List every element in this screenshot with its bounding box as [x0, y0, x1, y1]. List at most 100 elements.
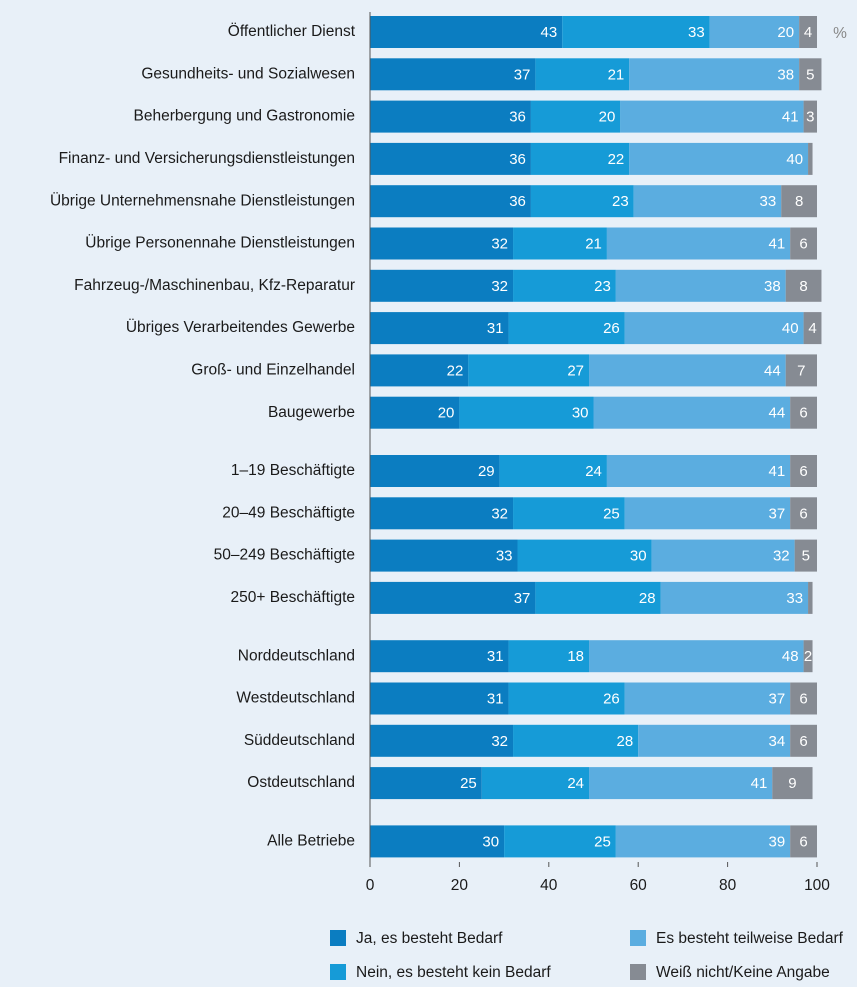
category-label: Gesundheits- und Sozialwesen — [141, 65, 355, 82]
bar-segment — [790, 825, 817, 858]
value-label: 41 — [751, 775, 768, 792]
x-tick-label: 60 — [630, 877, 648, 894]
value-label: 32 — [491, 733, 508, 750]
category-label: 1–19 Beschäftigte — [231, 462, 355, 479]
bar-segment — [513, 724, 639, 757]
bar-segment — [370, 581, 536, 614]
bar-segment — [370, 16, 563, 48]
bar-segment — [808, 581, 813, 614]
bar-segment — [794, 539, 817, 572]
value-label: 37 — [514, 590, 531, 607]
bar-segment — [651, 539, 795, 572]
value-label: 44 — [768, 405, 785, 422]
value-label: 31 — [487, 690, 504, 707]
legend-label: Es besteht teilweise Bedarf — [656, 930, 844, 947]
bar-segment — [370, 227, 514, 260]
bar-segment — [370, 539, 518, 572]
value-label: 18 — [567, 648, 584, 665]
x-tick-label: 40 — [540, 877, 558, 894]
bar-segment — [370, 640, 509, 673]
bar-segment — [593, 396, 791, 429]
category-label: Finanz- und Versicherungsdienstleistunge… — [59, 150, 355, 167]
bar-segment — [790, 396, 817, 429]
bar-segment — [638, 724, 791, 757]
value-label: 30 — [630, 548, 647, 565]
value-label: 32 — [491, 278, 508, 295]
bar-segment — [606, 455, 791, 487]
bar-segment — [530, 100, 621, 133]
value-label: 3 — [806, 109, 814, 126]
bar-segment — [370, 142, 531, 175]
bar-segment — [790, 682, 817, 715]
value-label: 37 — [768, 505, 785, 522]
value-label: 6 — [799, 235, 807, 252]
category-label: Alle Betriebe — [267, 832, 355, 849]
bar-segment — [508, 640, 590, 673]
bar-segment — [629, 142, 809, 175]
bar-segment — [785, 354, 817, 387]
value-label: 28 — [617, 733, 634, 750]
category-label: 20–49 Beschäftigte — [222, 504, 355, 521]
bar-segment — [459, 396, 594, 429]
x-tick-label: 80 — [719, 877, 737, 894]
bar-segment — [589, 354, 786, 387]
value-label: 36 — [509, 193, 526, 210]
value-label: 6 — [799, 690, 807, 707]
value-label: 6 — [799, 463, 807, 480]
value-label: 43 — [541, 24, 558, 41]
value-label: 41 — [782, 109, 799, 126]
value-label: 30 — [572, 405, 589, 422]
bar-segment — [624, 497, 791, 530]
bar-segment — [370, 269, 514, 302]
category-label: Beherbergung und Gastronomie — [134, 108, 355, 125]
value-label: 27 — [567, 362, 584, 379]
legend-label: Weiß nicht/Keine Angabe — [656, 964, 830, 981]
category-label: Groß- und Einzelhandel — [191, 361, 355, 378]
bar-segment — [370, 724, 514, 757]
value-label: 4 — [804, 24, 812, 41]
value-label: 25 — [603, 505, 620, 522]
bar-segment — [370, 58, 536, 91]
value-label: 6 — [799, 405, 807, 422]
bar-segment — [370, 312, 509, 345]
bar-segment — [370, 185, 531, 218]
value-label: 20 — [438, 405, 455, 422]
value-label: 29 — [478, 463, 495, 480]
value-label: 2 — [804, 648, 812, 665]
value-label: 9 — [788, 775, 796, 792]
value-label: 6 — [799, 505, 807, 522]
value-label: 32 — [491, 505, 508, 522]
legend-swatch — [630, 930, 646, 946]
value-label: 22 — [608, 151, 625, 168]
bar-segment — [370, 455, 500, 487]
bar-segment — [633, 185, 782, 218]
value-label: 31 — [487, 648, 504, 665]
category-label: Baugewerbe — [268, 404, 355, 421]
bar-segment — [535, 58, 630, 91]
category-label: Öffentlicher Dienst — [228, 22, 356, 40]
value-label: 7 — [797, 362, 805, 379]
category-label: Übrige Unternehmensnahe Dienstleistungen — [50, 191, 355, 209]
bar-segment — [808, 142, 813, 175]
bar-segment — [370, 497, 514, 530]
bar-segment — [513, 227, 607, 260]
value-label: 33 — [786, 590, 803, 607]
bar-segment — [370, 100, 531, 133]
legend-label: Nein, es besteht kein Bedarf — [356, 964, 551, 981]
bar-segment — [508, 682, 625, 715]
value-label: 34 — [768, 733, 785, 750]
bar-segment — [562, 16, 710, 48]
category-label: Westdeutschland — [236, 690, 355, 707]
value-label: 32 — [491, 235, 508, 252]
category-label: Ostdeutschland — [247, 774, 355, 791]
category-label: Süddeutschland — [244, 732, 355, 749]
bar-segment — [508, 312, 625, 345]
value-label: 37 — [514, 66, 531, 83]
value-label: 32 — [773, 548, 790, 565]
legend-label: Ja, es besteht Bedarf — [356, 930, 503, 947]
value-label: 41 — [768, 463, 785, 480]
bar-segment — [530, 185, 634, 218]
value-label: 28 — [639, 590, 656, 607]
value-label: 21 — [585, 235, 602, 252]
